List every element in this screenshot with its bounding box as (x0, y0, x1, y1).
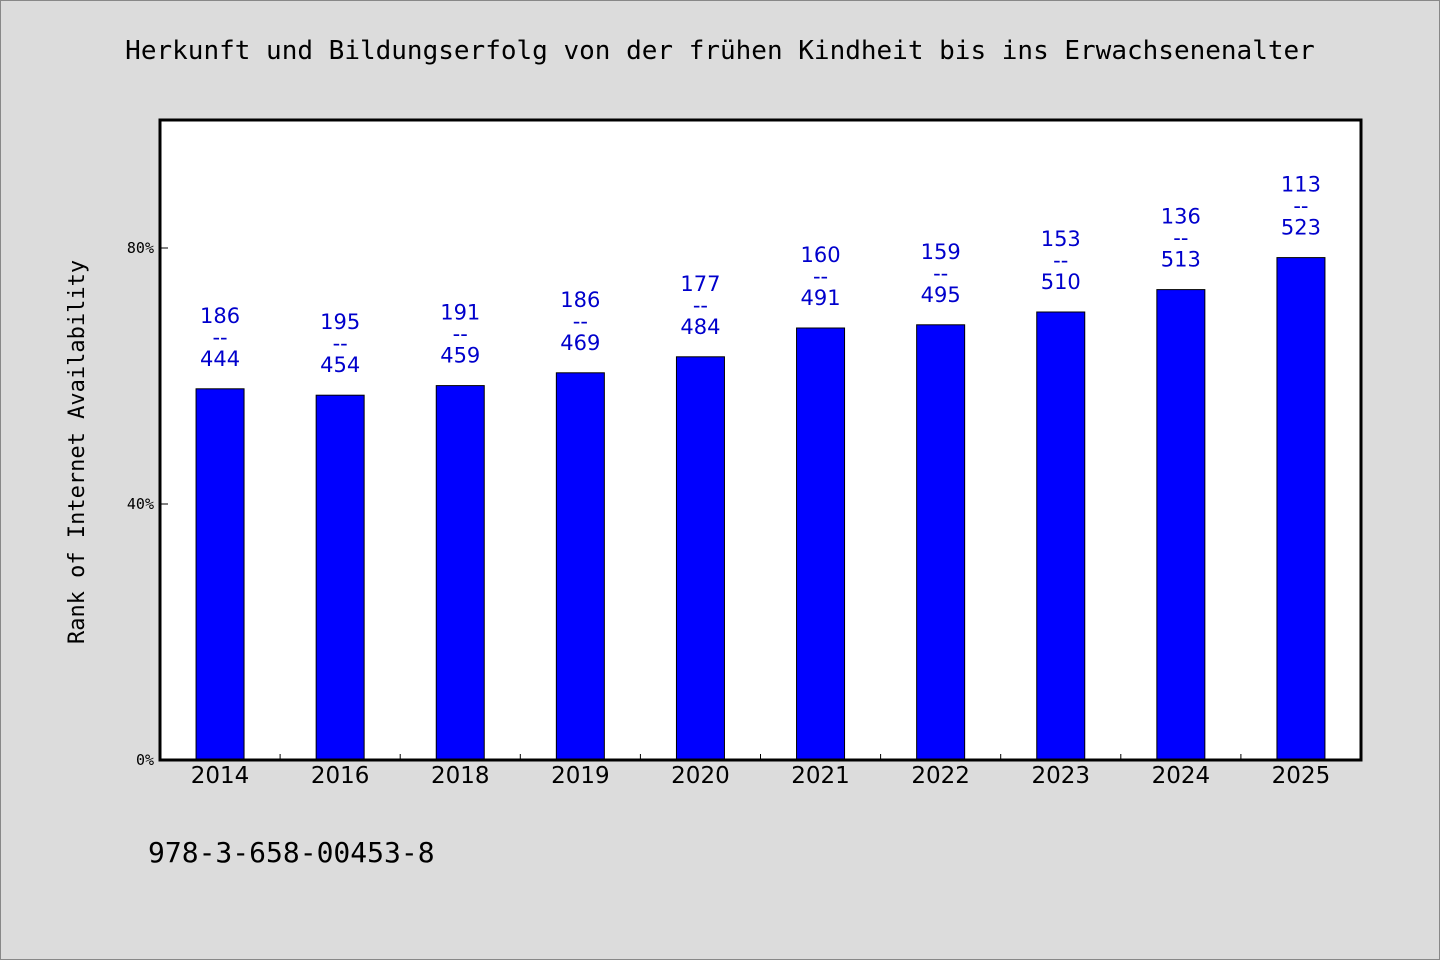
bar-data-label: 191 (440, 301, 480, 325)
bar-data-label: 160 (801, 243, 841, 267)
x-tick-label: 2020 (671, 763, 730, 789)
bar-label-separator: -- (1293, 194, 1308, 218)
bar-data-label: 484 (680, 315, 720, 339)
bar (195, 388, 245, 761)
bar (1036, 311, 1086, 761)
bar-label-separator: -- (453, 322, 468, 346)
bar (675, 356, 725, 761)
isbn-code: 978-3-658-00453-8 (148, 836, 435, 869)
bar-data-label: 153 (1041, 227, 1081, 251)
bar-data-label: 113 (1281, 173, 1321, 197)
x-tick-label: 2025 (1272, 763, 1331, 789)
y-tick-label: 80% (127, 239, 154, 257)
bar-labels-layer: 186--444195--454191--459186--469177--484… (200, 173, 1321, 378)
plot-border (158, 118, 1363, 762)
bar-label-separator: -- (1173, 226, 1188, 250)
bar (916, 324, 966, 761)
y-axis-title: Rank of Internet Availability (65, 260, 90, 644)
x-tick-label: 2023 (1031, 763, 1090, 789)
x-tick-label: 2022 (911, 763, 970, 789)
bar-label-separator: -- (693, 293, 708, 317)
bar-data-label: 159 (921, 240, 961, 264)
bar (1276, 257, 1326, 761)
bar-label-separator: -- (573, 309, 588, 333)
bar-data-label: 444 (200, 347, 240, 371)
bars-layer (195, 257, 1326, 761)
chart-title: Herkunft und Bildungserfolg von der früh… (125, 36, 1315, 66)
bar-data-label: 136 (1161, 205, 1201, 229)
bar-data-label: 459 (440, 344, 480, 368)
bar-data-label: 454 (320, 353, 360, 377)
bar-data-label: 186 (200, 304, 240, 328)
x-tick-label: 2018 (431, 763, 490, 789)
x-tick-label: 2019 (551, 763, 610, 789)
bar (796, 327, 846, 761)
x-tick-label: 2024 (1152, 763, 1211, 789)
x-tick-label: 2016 (311, 763, 370, 789)
bar (315, 394, 365, 761)
bar-data-label: 510 (1041, 270, 1081, 294)
y-tick-label: 40% (127, 495, 154, 513)
bar (435, 385, 485, 761)
bar-label-separator: -- (933, 261, 948, 285)
x-tick-label: 2021 (791, 763, 850, 789)
bar-data-label: 523 (1281, 216, 1321, 240)
bar (555, 372, 605, 761)
bar-data-label: 469 (560, 331, 600, 355)
bar-data-label: 491 (801, 286, 841, 310)
bar-label-separator: -- (333, 332, 348, 356)
bar-label-separator: -- (212, 325, 227, 349)
bar-data-label: 513 (1161, 248, 1201, 272)
bar-data-label: 186 (560, 288, 600, 312)
y-tick-label: 0% (136, 751, 154, 769)
bar (1156, 289, 1206, 761)
bar-label-separator: -- (1053, 249, 1068, 273)
bar-data-label: 195 (320, 310, 360, 334)
bar-label-separator: -- (813, 265, 828, 289)
bar-data-label: 495 (921, 283, 961, 307)
bar-data-label: 177 (680, 272, 720, 296)
x-tick-label: 2014 (191, 763, 250, 789)
